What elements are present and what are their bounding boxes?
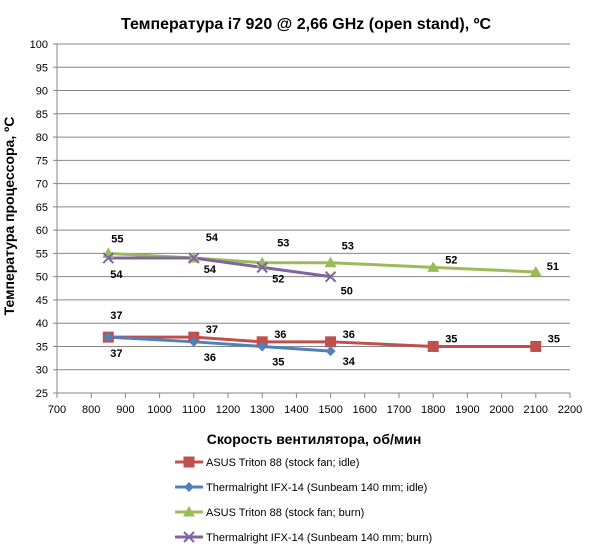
axes [53,43,571,398]
y-tick-label: 75 [36,155,48,167]
x-tick-label: 1700 [387,404,411,416]
data-point [324,256,337,268]
data-point [188,252,200,264]
data-point [530,340,542,352]
data-label: 35 [445,333,457,345]
data-label: 53 [277,238,289,250]
x-tick-label: 700 [48,404,66,416]
legend-label: ASUS Triton 88 (stock fan; idle) [206,457,359,469]
data-point [325,336,337,348]
data-point [325,346,336,357]
marker-stroke [324,270,337,283]
data-point [257,341,268,352]
marker-stroke [188,252,200,264]
x-tick-label: 900 [116,404,134,416]
y-tick-label: 50 [36,272,48,284]
legend-item: Thermalright IFX-14 (Sunbeam 140 mm; bur… [175,531,432,544]
x-tick-label: 1200 [216,404,240,416]
data-point [102,252,115,264]
data-point [103,332,114,343]
x-tick-label: 1800 [421,404,445,416]
y-tick-label: 95 [36,62,48,74]
y-tick-label: 35 [36,341,48,353]
data-label: 36 [204,352,216,364]
data-label: 53 [342,241,354,253]
marker-stroke [256,261,268,274]
data-label: 54 [110,269,123,281]
data-label: 50 [341,286,353,298]
x-axis-title: Скорость вентилятора, об/мин [207,431,422,447]
gridlines [57,43,570,371]
data-label: 55 [111,233,123,245]
data-label: 36 [343,329,355,341]
legend-item: Thermalright IFX-14 (Sunbeam 140 mm; idl… [175,482,427,494]
y-tick-label: 55 [36,248,48,260]
series-line [108,251,536,274]
data-label: 51 [547,261,559,273]
data-point [427,261,440,272]
legend-swatch-marker [184,482,194,492]
legend-label: Thermalright IFX-14 (Sunbeam 140 mm; idl… [206,482,427,494]
data-label: 35 [548,333,560,345]
legend-item: ASUS Triton 88 (stock fan; burn) [175,506,364,519]
data-label: 34 [343,356,356,368]
legend-swatch-marker [183,456,195,468]
data-point [529,266,542,277]
data-point [324,270,337,283]
series-lines [108,251,536,353]
legend-item: ASUS Triton 88 (stock fan; idle) [175,456,359,469]
x-tick-label: 800 [82,404,100,416]
x-tick-label: 2100 [524,404,548,416]
x-tick-label: 1100 [182,404,206,416]
data-label: 37 [206,324,218,336]
marker-stroke [183,531,195,543]
data-label: 37 [110,310,122,322]
data-label: 36 [274,329,286,341]
y-tick-label: 100 [30,39,48,51]
data-point [256,261,268,274]
y-axis-title: Температура процессора, ºC [1,117,17,316]
y-tick-labels: 25 30 35 40 45 50 55 60 65 70 75 80 85 90 95 100 [30,39,48,400]
data-labels: 37 37 36 36 35 35 37 36 35 34 55 54 53 53 52 51 54 54 52 50 [110,232,560,368]
y-tick-label: 70 [36,179,48,191]
marker-stroke [102,252,115,264]
x-tick-label: 2000 [489,404,513,416]
chart-title: Температура i7 920 @ 2,66 GHz (open stan… [121,16,492,33]
y-tick-label: 65 [36,202,48,214]
y-tick-label: 80 [36,132,48,144]
y-tick-label: 90 [36,86,48,98]
y-tick-label: 25 [36,388,48,400]
legend-label: Thermalright IFX-14 (Sunbeam 140 mm; bur… [206,532,432,544]
x-tick-label: 1000 [147,404,171,416]
series-line [108,256,331,279]
y-tick-label: 45 [36,295,48,307]
x-tick-label: 1900 [455,404,479,416]
series-markers [102,247,542,357]
data-label: 35 [272,356,284,368]
series-line [108,335,331,353]
legend: ASUS Triton 88 (stock fan; idle) Thermalr… [175,456,432,544]
x-tick-label: 1500 [318,404,342,416]
x-tick-label: 1400 [284,404,308,416]
data-label: 37 [110,348,122,360]
x-tick-label: 1600 [353,404,377,416]
x-tick-labels: 700 800 900 1000 1100 1200 1300 1400 1500 1600 170… [48,404,582,416]
y-tick-label: 30 [36,365,48,377]
y-tick-label: 60 [36,225,48,237]
legend-swatch-marker [183,506,195,517]
data-point [188,336,199,347]
x-tick-label: 1300 [250,404,274,416]
data-point [427,340,439,352]
legend-swatch-marker [183,531,195,543]
data-label: 52 [445,254,457,266]
y-tick-label: 40 [36,318,48,330]
data-label: 52 [272,273,284,285]
y-tick-label: 85 [36,109,48,121]
data-label: 54 [206,232,219,244]
x-tick-label: 2200 [558,404,582,416]
data-label: 54 [204,264,217,276]
legend-label: ASUS Triton 88 (stock fan; burn) [206,507,364,519]
series-line [108,335,536,348]
